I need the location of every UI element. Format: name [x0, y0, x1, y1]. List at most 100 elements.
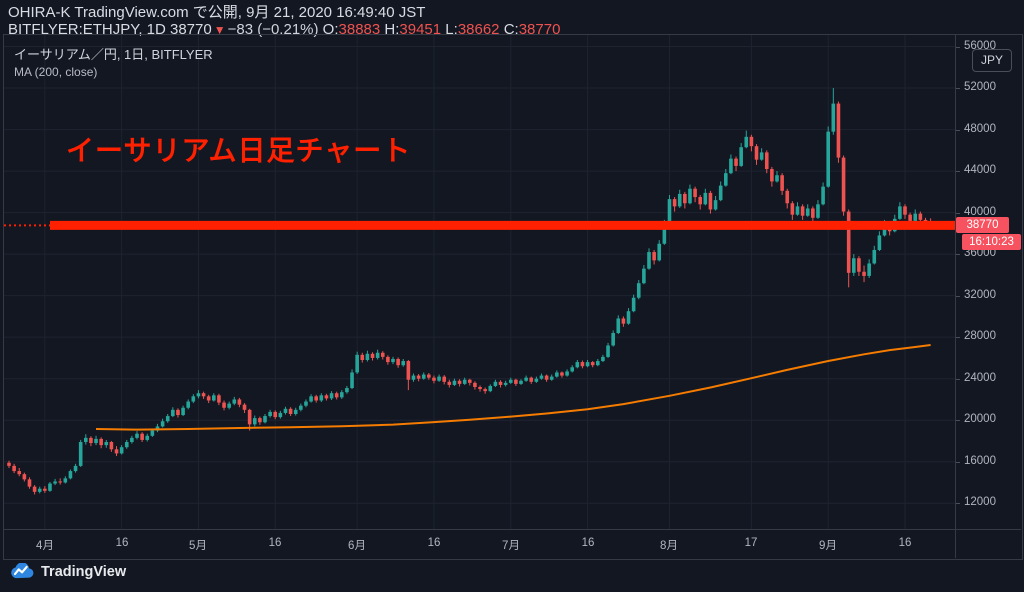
candle-body [135, 433, 139, 438]
candle-body [488, 385, 493, 392]
candle-body [611, 333, 615, 346]
candle-body [411, 375, 416, 380]
candle-body [693, 188, 697, 198]
candle-body [140, 433, 144, 440]
time-tick-label: 4月 [36, 540, 54, 552]
candle-body [713, 200, 718, 210]
chart-pane[interactable] [4, 35, 955, 529]
candle-body [831, 103, 836, 132]
candle-body [145, 435, 150, 440]
price-tick-mark [956, 462, 960, 463]
price-tick-mark [956, 130, 960, 131]
price-tick-label: 52000 [964, 81, 996, 93]
candle-body [652, 252, 656, 261]
chart-legend: イーサリアム／円, 1日, BITFLYER MA (200, close) [14, 46, 213, 81]
bar-countdown-badge: 16:10:23 [962, 234, 1021, 250]
candle-body [846, 211, 851, 273]
candle-body [242, 404, 247, 410]
high-label: H: [384, 21, 400, 38]
candle-body [258, 418, 262, 423]
candle-body [795, 206, 800, 215]
candle-body [508, 379, 513, 383]
time-tick-label: 16 [115, 537, 129, 549]
candle-body [447, 381, 452, 385]
candle-body [529, 377, 534, 382]
candle-body [841, 157, 846, 212]
candle-body [457, 380, 462, 384]
candle-body [104, 442, 109, 446]
candle-body [43, 488, 47, 491]
candle-body [416, 375, 421, 379]
candle-body [263, 416, 267, 423]
time-tick-label: 8月 [660, 540, 678, 552]
candle-body [606, 345, 610, 357]
price-tick-label: 16000 [964, 455, 996, 467]
candle-body [749, 136, 754, 147]
candle-body [365, 353, 370, 361]
price-change: −83 (−0.21%) [227, 21, 319, 38]
candle-body [647, 252, 651, 269]
candle-body [565, 371, 569, 376]
candle-body [657, 243, 662, 261]
candle-body [370, 353, 375, 358]
price-tick-label: 28000 [964, 330, 996, 342]
candle-body [688, 188, 692, 204]
candle-body [462, 379, 467, 384]
candle-body [48, 483, 52, 491]
horizontal-red-line[interactable] [50, 220, 955, 230]
candle-body [642, 268, 646, 284]
last-price-badge: 38770 [956, 217, 1009, 233]
currency-button[interactable]: JPY [972, 49, 1012, 72]
candle-body [560, 372, 564, 376]
candle-body [503, 382, 508, 385]
candle-body [621, 318, 626, 324]
candle-body [524, 377, 528, 381]
candle-body [442, 376, 446, 382]
candle-body [73, 465, 78, 472]
time-scale[interactable]: 4月 16 5月 16 6月 16 7月 16 8月 17 9月 16 [4, 529, 955, 558]
footer[interactable]: TradingView [10, 562, 127, 580]
candle-body [17, 471, 22, 475]
candle-body [452, 380, 457, 385]
candle-body [631, 297, 636, 312]
candle-body [816, 204, 820, 218]
time-tick-label: 16 [898, 537, 912, 549]
candle-body [908, 214, 912, 221]
candle-body [821, 186, 825, 205]
candle-body [514, 379, 518, 384]
instrument-legend[interactable]: イーサリアム／円, 1日, BITFLYER [14, 47, 213, 62]
candle-body [22, 474, 27, 480]
low-value: 38662 [457, 21, 500, 38]
brand-text: TradingView [41, 563, 127, 580]
candle-body [898, 206, 902, 219]
candle-body [877, 235, 882, 250]
price-scale[interactable]: JPY 56000 52000 48000 44000 40000 36000 32000 2… [955, 35, 1021, 529]
candle-body [473, 382, 477, 387]
price-tick-label: 20000 [964, 413, 996, 425]
candle-body [252, 418, 257, 425]
tradingview-logo-icon [10, 562, 35, 580]
candle-body [534, 378, 539, 382]
close-label: C: [503, 21, 519, 38]
ma-200-line[interactable] [95, 344, 931, 431]
symbol-info-row: BITFLYER:ETHJPY, 1D 38770 ▼ −83 (−0.21%) O… [8, 21, 560, 39]
candlestick-chart[interactable] [4, 35, 955, 529]
time-tick-label: 9月 [819, 540, 837, 552]
candle-body [181, 407, 185, 416]
candle-body [58, 481, 62, 483]
candle-body [99, 438, 103, 446]
candle-body [186, 401, 190, 408]
candle-body [498, 381, 503, 385]
candle-body [493, 381, 498, 386]
ma-indicator-legend[interactable]: MA (200, close) [14, 65, 98, 79]
time-tick-label: 6月 [348, 540, 366, 552]
candle-body [519, 380, 523, 384]
candle-body [406, 361, 411, 380]
candle-body [278, 412, 283, 418]
candle-body [539, 375, 544, 379]
candle-body [329, 393, 334, 399]
candle-body [826, 131, 830, 187]
candle-body [89, 437, 93, 444]
price-tick-mark [956, 88, 960, 89]
candle-body [380, 352, 385, 357]
